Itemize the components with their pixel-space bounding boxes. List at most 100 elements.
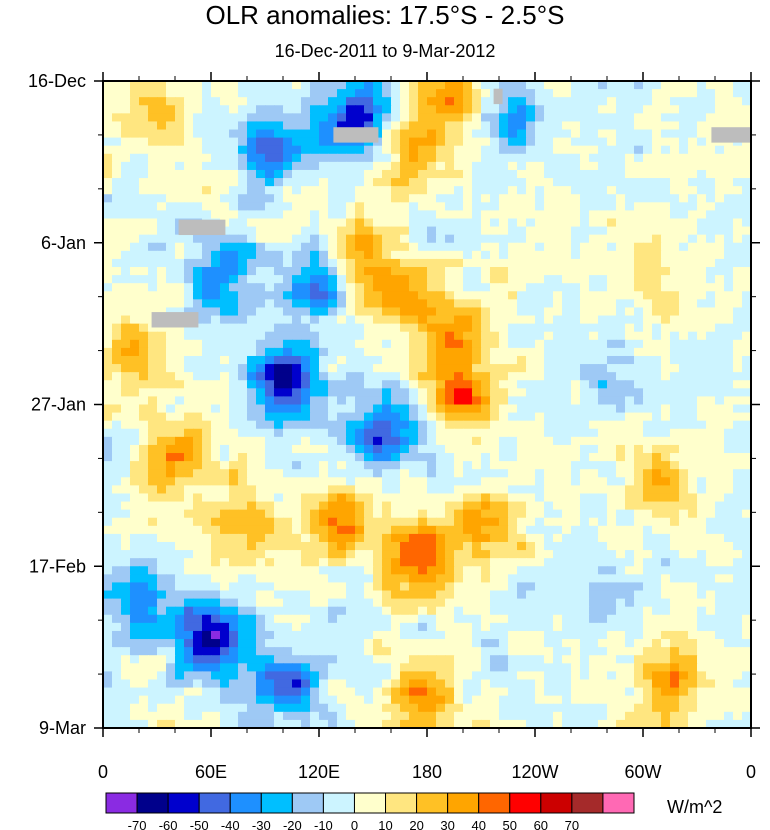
field-cell — [220, 477, 230, 486]
field-cell — [463, 420, 473, 430]
field-cell — [409, 242, 419, 252]
field-cell — [490, 509, 500, 519]
field-cell — [616, 161, 626, 171]
field-cell — [526, 372, 536, 381]
field-cell — [193, 493, 203, 503]
field-cell — [517, 339, 527, 349]
field-cell — [319, 469, 329, 478]
field-cell — [436, 331, 446, 341]
field-cell — [472, 590, 482, 600]
field-cell — [355, 550, 365, 559]
field-cell — [175, 89, 185, 98]
field-cell — [499, 331, 509, 341]
field-cell — [274, 218, 284, 228]
field-cell — [580, 226, 590, 236]
field-cell — [733, 355, 743, 365]
field-cell — [301, 501, 311, 511]
field-cell — [742, 509, 752, 519]
field-cell — [436, 283, 446, 292]
field-cell — [463, 372, 473, 381]
field-cell — [337, 436, 347, 446]
field-cell — [112, 509, 122, 519]
field-cell — [112, 105, 122, 114]
field-cell — [697, 81, 707, 90]
field-cell — [346, 331, 356, 341]
field-cell — [130, 533, 140, 543]
field-cell — [121, 453, 131, 462]
field-cell — [247, 242, 257, 252]
field-cell — [715, 517, 725, 527]
field-cell — [688, 105, 698, 114]
field-cell — [580, 121, 590, 131]
field-cell — [220, 97, 230, 106]
field-cell — [319, 331, 329, 341]
field-cell — [670, 283, 680, 292]
field-cell — [472, 121, 482, 131]
field-cell — [157, 509, 167, 519]
field-cell — [247, 590, 257, 600]
field-cell — [229, 388, 239, 398]
field-cell — [319, 153, 329, 163]
field-cell — [679, 630, 689, 640]
field-cell — [481, 355, 491, 365]
field-cell — [643, 541, 653, 551]
field-cell — [400, 598, 410, 608]
field-cell — [202, 622, 212, 632]
field-cell — [589, 153, 599, 163]
field-cell — [409, 461, 419, 470]
field-cell — [499, 234, 509, 244]
field-cell — [535, 331, 545, 341]
field-cell — [220, 210, 230, 220]
field-cell — [742, 485, 752, 495]
field-cell — [130, 81, 140, 90]
field-cell — [373, 598, 383, 608]
field-cell — [472, 283, 482, 292]
field-cell — [274, 242, 284, 252]
field-cell — [697, 388, 707, 398]
field-cell — [409, 493, 419, 503]
field-cell — [742, 234, 752, 244]
field-cell — [634, 275, 644, 284]
field-cell — [247, 145, 257, 155]
field-cell — [175, 517, 185, 527]
field-cell — [130, 639, 140, 648]
field-cell — [364, 355, 374, 365]
field-cell — [463, 444, 473, 454]
field-cell — [103, 299, 113, 309]
field-cell — [175, 347, 185, 357]
field-cell — [238, 145, 248, 155]
field-cell — [427, 364, 437, 373]
field-cell — [679, 291, 689, 300]
field-cell — [400, 355, 410, 365]
field-cell — [130, 606, 140, 616]
field-cell — [184, 105, 194, 114]
field-cell — [463, 614, 473, 624]
field-cell — [526, 525, 536, 535]
field-cell — [355, 178, 365, 187]
field-cell — [346, 485, 356, 495]
field-cell — [130, 169, 140, 179]
field-cell — [526, 477, 536, 486]
field-cell — [121, 582, 131, 592]
field-cell — [256, 81, 266, 90]
field-cell — [364, 574, 374, 584]
field-cell — [328, 509, 338, 519]
field-cell — [661, 299, 671, 309]
field-cell — [175, 323, 185, 333]
field-cell — [454, 509, 464, 519]
field-cell — [103, 517, 113, 527]
field-cell — [355, 598, 365, 608]
field-cell — [121, 396, 131, 406]
field-cell — [679, 574, 689, 584]
field-cell — [400, 178, 410, 187]
field-cell — [310, 396, 320, 406]
field-cell — [238, 194, 248, 203]
field-cell — [562, 574, 572, 584]
field-cell — [364, 364, 374, 373]
field-cell — [310, 404, 320, 414]
field-cell — [301, 574, 311, 584]
field-cell — [220, 186, 230, 195]
field-cell — [328, 242, 338, 252]
field-cell — [418, 226, 428, 236]
field-cell — [256, 234, 266, 244]
